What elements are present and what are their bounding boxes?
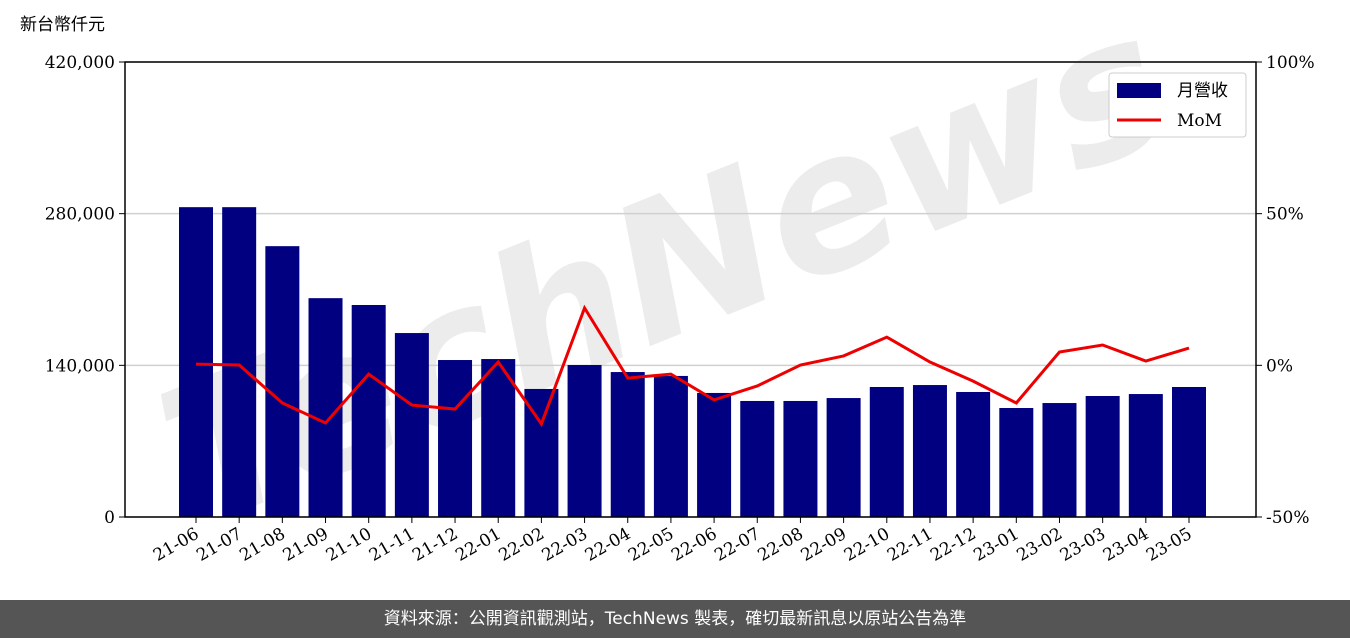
- bar: [610, 372, 645, 517]
- x-tick-label: 21-12: [409, 524, 461, 566]
- x-tick-label: 23-02: [1014, 524, 1066, 566]
- legend-swatch: [1117, 83, 1161, 98]
- bar: [481, 359, 516, 517]
- bar: [179, 207, 213, 517]
- bar: [265, 246, 300, 517]
- bar: [697, 392, 732, 517]
- x-tick-label: 22-10: [841, 524, 893, 566]
- y-tick-label: 280,000: [45, 205, 115, 225]
- bar: [1172, 387, 1206, 517]
- x-tick-label: 22-11: [884, 524, 936, 566]
- bar: [1128, 394, 1163, 517]
- x-tick-label: 22-09: [798, 524, 850, 566]
- x-tick-label: 21-10: [323, 524, 375, 566]
- y2-tick-label: 50%: [1266, 205, 1304, 225]
- x-tick-label: 22-06: [668, 524, 720, 566]
- x-tick-label: 22-03: [539, 524, 591, 566]
- legend-label: 月營收: [1177, 81, 1228, 101]
- x-tick-label: 22-02: [495, 524, 547, 566]
- y-tick-label: 140,000: [45, 356, 115, 376]
- x-tick-label: 22-07: [711, 524, 763, 566]
- legend-label: MoM: [1177, 111, 1222, 131]
- x-tick-label: 23-05: [1143, 524, 1195, 566]
- bar: [869, 387, 904, 517]
- line: [195, 304, 1190, 428]
- x-tick-label: 23-03: [1057, 524, 1109, 566]
- x-tick-label: 21-06: [150, 524, 202, 566]
- x-tick-label: 22-08: [754, 524, 806, 566]
- bar: [351, 304, 386, 517]
- bar: [394, 333, 429, 517]
- bar: [308, 298, 343, 517]
- x-tick-label: 21-11: [366, 524, 418, 566]
- bar: [999, 408, 1034, 517]
- y2-tick-label: 100%: [1266, 53, 1315, 73]
- bar: [653, 375, 688, 517]
- y-axis-unit: 新台幣仟元: [20, 15, 105, 35]
- bar: [524, 388, 559, 517]
- bar: [783, 400, 818, 517]
- x-tick-label: 23-01: [970, 524, 1022, 566]
- bar: [826, 398, 861, 517]
- bar: [912, 385, 947, 517]
- bar: [1085, 395, 1120, 517]
- x-tick-label: 22-01: [452, 524, 504, 566]
- y-tick-label: 0: [104, 508, 115, 528]
- bar: [740, 400, 775, 517]
- bar: [438, 360, 473, 517]
- y2-tick-label: -50%: [1266, 508, 1310, 528]
- chart: 新台幣仟元 TechNews 0140,000280,000420,000-50…: [20, 0, 1315, 570]
- x-tick-label: 22-12: [927, 524, 979, 566]
- footer: 資料來源：公開資訊觀測站，TechNews 製表，確切最新訊息以原站公告為準: [0, 600, 1350, 638]
- x-tick-label: 23-04: [1100, 524, 1152, 566]
- x-tick-label: 22-04: [582, 524, 634, 566]
- y-tick-label: 420,000: [45, 53, 115, 73]
- plot-frame: [124, 61, 1257, 518]
- x-tick-label: 22-05: [625, 524, 677, 566]
- y2-tick-label: 0%: [1266, 356, 1293, 376]
- bar: [222, 207, 257, 517]
- bar: [956, 391, 991, 517]
- bar: [1042, 403, 1077, 517]
- bar: [567, 365, 602, 517]
